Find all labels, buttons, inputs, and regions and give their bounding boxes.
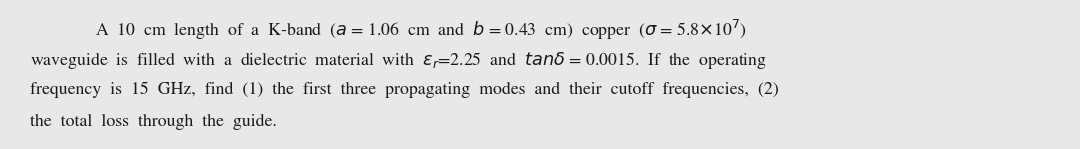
Text: A  10  cm  length  of  a  K-band  ($a$ = 1.06  cm  and  $b$ = 0.43  cm)  copper : A 10 cm length of a K-band ($a$ = 1.06 c… <box>95 18 747 42</box>
Text: waveguide  is  filled  with  a  dielectric  material  with  $\varepsilon_r$=2.25: waveguide is filled with a dielectric ma… <box>30 50 767 71</box>
Text: the  total  loss  through  the  guide.: the total loss through the guide. <box>30 114 276 130</box>
Text: frequency  is  15  GHz,  find  (1)  the  first  three  propagating  modes  and  : frequency is 15 GHz, find (1) the first … <box>30 82 779 98</box>
